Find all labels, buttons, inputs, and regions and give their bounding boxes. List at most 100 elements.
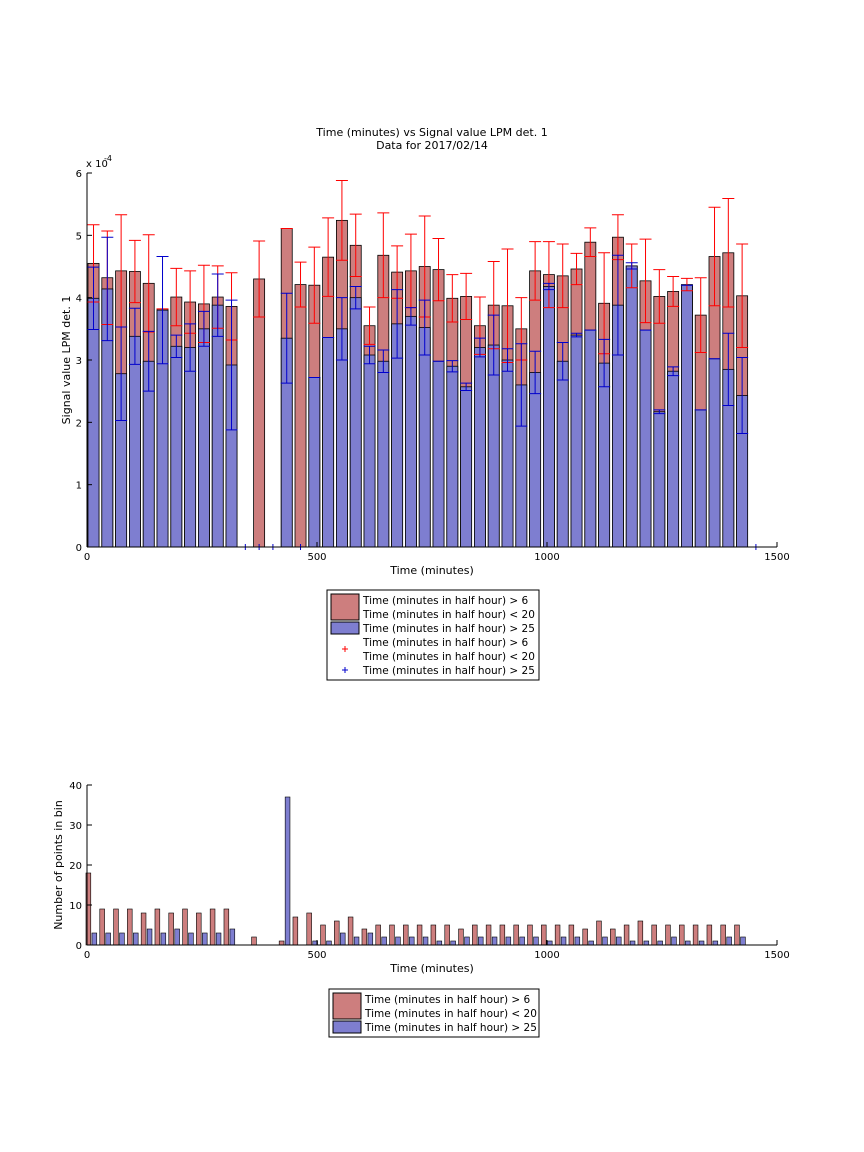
chart2-bar <box>547 940 553 946</box>
chart1-x-tick-label: 1500 <box>764 552 789 563</box>
chart1-error-bar <box>142 330 155 392</box>
chart1-error-bar <box>418 299 431 356</box>
chart1-bar <box>501 359 514 548</box>
chart1-error-bar <box>211 273 224 337</box>
chart2-bar <box>623 924 630 946</box>
chart1-legend: Time (minutes in half hour) > 6 Time (min… <box>326 589 540 681</box>
chart1-x-tick-label: 500 <box>307 552 326 563</box>
chart2-bar <box>160 932 167 946</box>
chart2-bar <box>347 916 354 946</box>
chart2-bar <box>389 924 395 946</box>
chart1-error-bar <box>529 241 542 301</box>
chart2-bar <box>657 940 663 946</box>
chart2-bar <box>450 940 456 946</box>
chart2-bar <box>284 796 291 946</box>
chart1-legend-swatch <box>330 621 360 635</box>
chart1-bar <box>446 365 459 548</box>
chart2-bar <box>616 936 622 946</box>
chart2-x-tick-label: 0 <box>84 950 90 961</box>
chart2-bar <box>306 912 312 946</box>
chart2-y-tick-label: 20 <box>69 861 82 872</box>
chart1-error-bar <box>446 274 459 323</box>
chart1-error-bar <box>460 382 473 392</box>
chart1-bar <box>639 329 652 548</box>
chart1-error-bar <box>542 241 555 309</box>
chart1-error-bar <box>184 323 197 372</box>
chart1-error-bar <box>556 342 569 381</box>
chart1-error-bar <box>736 243 749 349</box>
chart2-bar <box>560 936 567 946</box>
chart1-bar <box>584 329 597 548</box>
chart1-error-bar <box>335 297 348 361</box>
chart1-bar <box>570 334 583 548</box>
chart2-bar <box>416 924 423 946</box>
chart2-bar <box>367 932 374 946</box>
chart1-y-tick-label: 5 <box>76 231 82 242</box>
chart1-bar <box>543 286 555 548</box>
chart2-bar <box>679 924 685 946</box>
chart2-x-axis-label: Time (minutes) <box>389 962 474 975</box>
chart1-error-bar <box>722 332 735 407</box>
chart1-error-bar <box>446 360 459 373</box>
chart2-bar <box>574 936 581 946</box>
chart2-bar <box>485 924 492 946</box>
chart1-error-bar <box>170 334 183 359</box>
chart2-bar <box>202 932 208 946</box>
chart2-bar <box>720 924 726 946</box>
chart2-x-tick-label: 500 <box>307 950 326 961</box>
chart2-y-axis-label: Number of points in bin <box>52 800 65 930</box>
chart2-bar <box>215 932 222 946</box>
chart2-bar <box>671 936 677 946</box>
chart1-bar <box>128 335 141 548</box>
chart1-legend-label: Time (minutes in half hour) > 6 <box>362 637 529 649</box>
chart1-bar <box>184 347 197 548</box>
chart1-error-bar <box>653 409 666 415</box>
chart2-bar <box>422 936 429 946</box>
chart1-error-bar <box>363 345 376 365</box>
chart2-bar <box>698 940 705 946</box>
chart1-error-bar <box>598 338 611 388</box>
signal-chart: Time (minutes) vs Signal value LPM det. … <box>60 126 790 681</box>
chart2-legend-label: Time (minutes in half hour) > 25 <box>364 1022 537 1034</box>
chart2-bar <box>491 936 498 946</box>
chart1-bar <box>681 284 693 548</box>
chart1-bar <box>211 304 224 548</box>
chart2-bar <box>99 908 105 946</box>
chart1-error-bar <box>722 198 735 308</box>
chart2-bar <box>430 924 437 946</box>
chart2-bar <box>464 936 470 946</box>
chart1-bar <box>253 278 266 548</box>
chart1-bar <box>294 284 307 548</box>
chart2-bar <box>182 908 188 946</box>
chart1-error-bar <box>694 277 707 354</box>
chart2-bar <box>320 924 326 946</box>
chart2-bar <box>692 924 699 946</box>
chart2-bar <box>229 928 236 946</box>
chart1-error-bar <box>197 310 210 347</box>
chart2-bar <box>734 924 740 946</box>
chart1-y-tick-label: 4 <box>76 294 82 305</box>
chart2-bar <box>519 936 525 946</box>
chart2-bar <box>643 940 650 946</box>
count-chart: 0 500 1000 1500 0 10 20 30 40 Time (minutes) Num… <box>52 781 790 1038</box>
chart1-y-tick-label: 2 <box>76 418 82 429</box>
chart2-bars <box>85 796 746 946</box>
chart2-bar <box>188 932 194 946</box>
chart1-x-tick-label: 0 <box>84 552 90 563</box>
chart1-legend-swatch <box>330 593 360 621</box>
chart1-legend-label: Time (minutes in half hour) < 20 <box>362 609 535 621</box>
chart2-x-tick-label: 1500 <box>764 950 789 961</box>
chart2-bar <box>375 924 381 946</box>
chart2-bar <box>505 936 512 946</box>
chart1-y-exponent-base: x 10 <box>86 159 108 170</box>
chart2-bar <box>499 924 506 946</box>
chart2-bar <box>596 920 602 946</box>
chart1-error-bar <box>322 217 335 297</box>
chart1-error-bar <box>253 240 266 318</box>
chart1-bar <box>322 337 335 548</box>
chart1-bar <box>598 362 611 548</box>
chart2-y-tick-label: 10 <box>69 901 82 912</box>
chart1-error-bar <box>667 275 680 307</box>
chart1-y-tick-label: 3 <box>76 356 82 367</box>
chart2-bar <box>533 936 539 946</box>
